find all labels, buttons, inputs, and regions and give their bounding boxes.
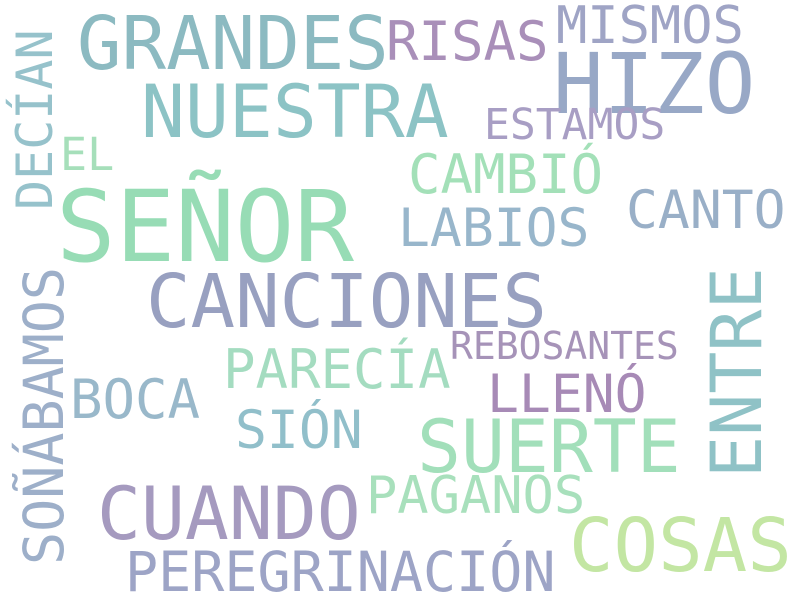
word-rebosantes: REBOSANTES (450, 324, 679, 368)
word-decian: DECÍAN (6, 29, 64, 210)
word-cambio: CAMBIÓ (408, 143, 604, 206)
word-entre: ENTRE (696, 267, 778, 478)
word-paganos: PAGANOS (366, 466, 586, 526)
word-parecia: PARECÍA (223, 338, 451, 401)
word-cuando: CUANDO (97, 472, 361, 557)
word-suerte: SUERTE (417, 405, 681, 490)
word-sonabamos: SOÑÁBAMOS (12, 266, 76, 565)
word-risas: RISAS (386, 10, 549, 73)
word-labios: LABIOS (398, 198, 590, 259)
word-senor: SEÑOR (56, 170, 355, 285)
word-boca: BOCA (70, 368, 201, 431)
word-grandes: GRANDES (77, 1, 389, 87)
word-lleno: LLENÓ (487, 364, 647, 425)
word-cosas: COSAS (569, 503, 792, 589)
word-peregrinacion: PEREGRINACIÓN (125, 540, 556, 600)
word-el: EL (60, 128, 115, 181)
word-estamos: ESTAMOS (484, 100, 666, 150)
word-nuestra: NUESTRA (141, 70, 449, 155)
word-canciones: CANCIONES (146, 259, 547, 345)
word-hizo: HIZO (553, 35, 756, 133)
word-mismos: MISMOS (556, 0, 744, 56)
word-sion: SIÓN (235, 400, 363, 461)
word-canto: CANTO (626, 180, 786, 241)
